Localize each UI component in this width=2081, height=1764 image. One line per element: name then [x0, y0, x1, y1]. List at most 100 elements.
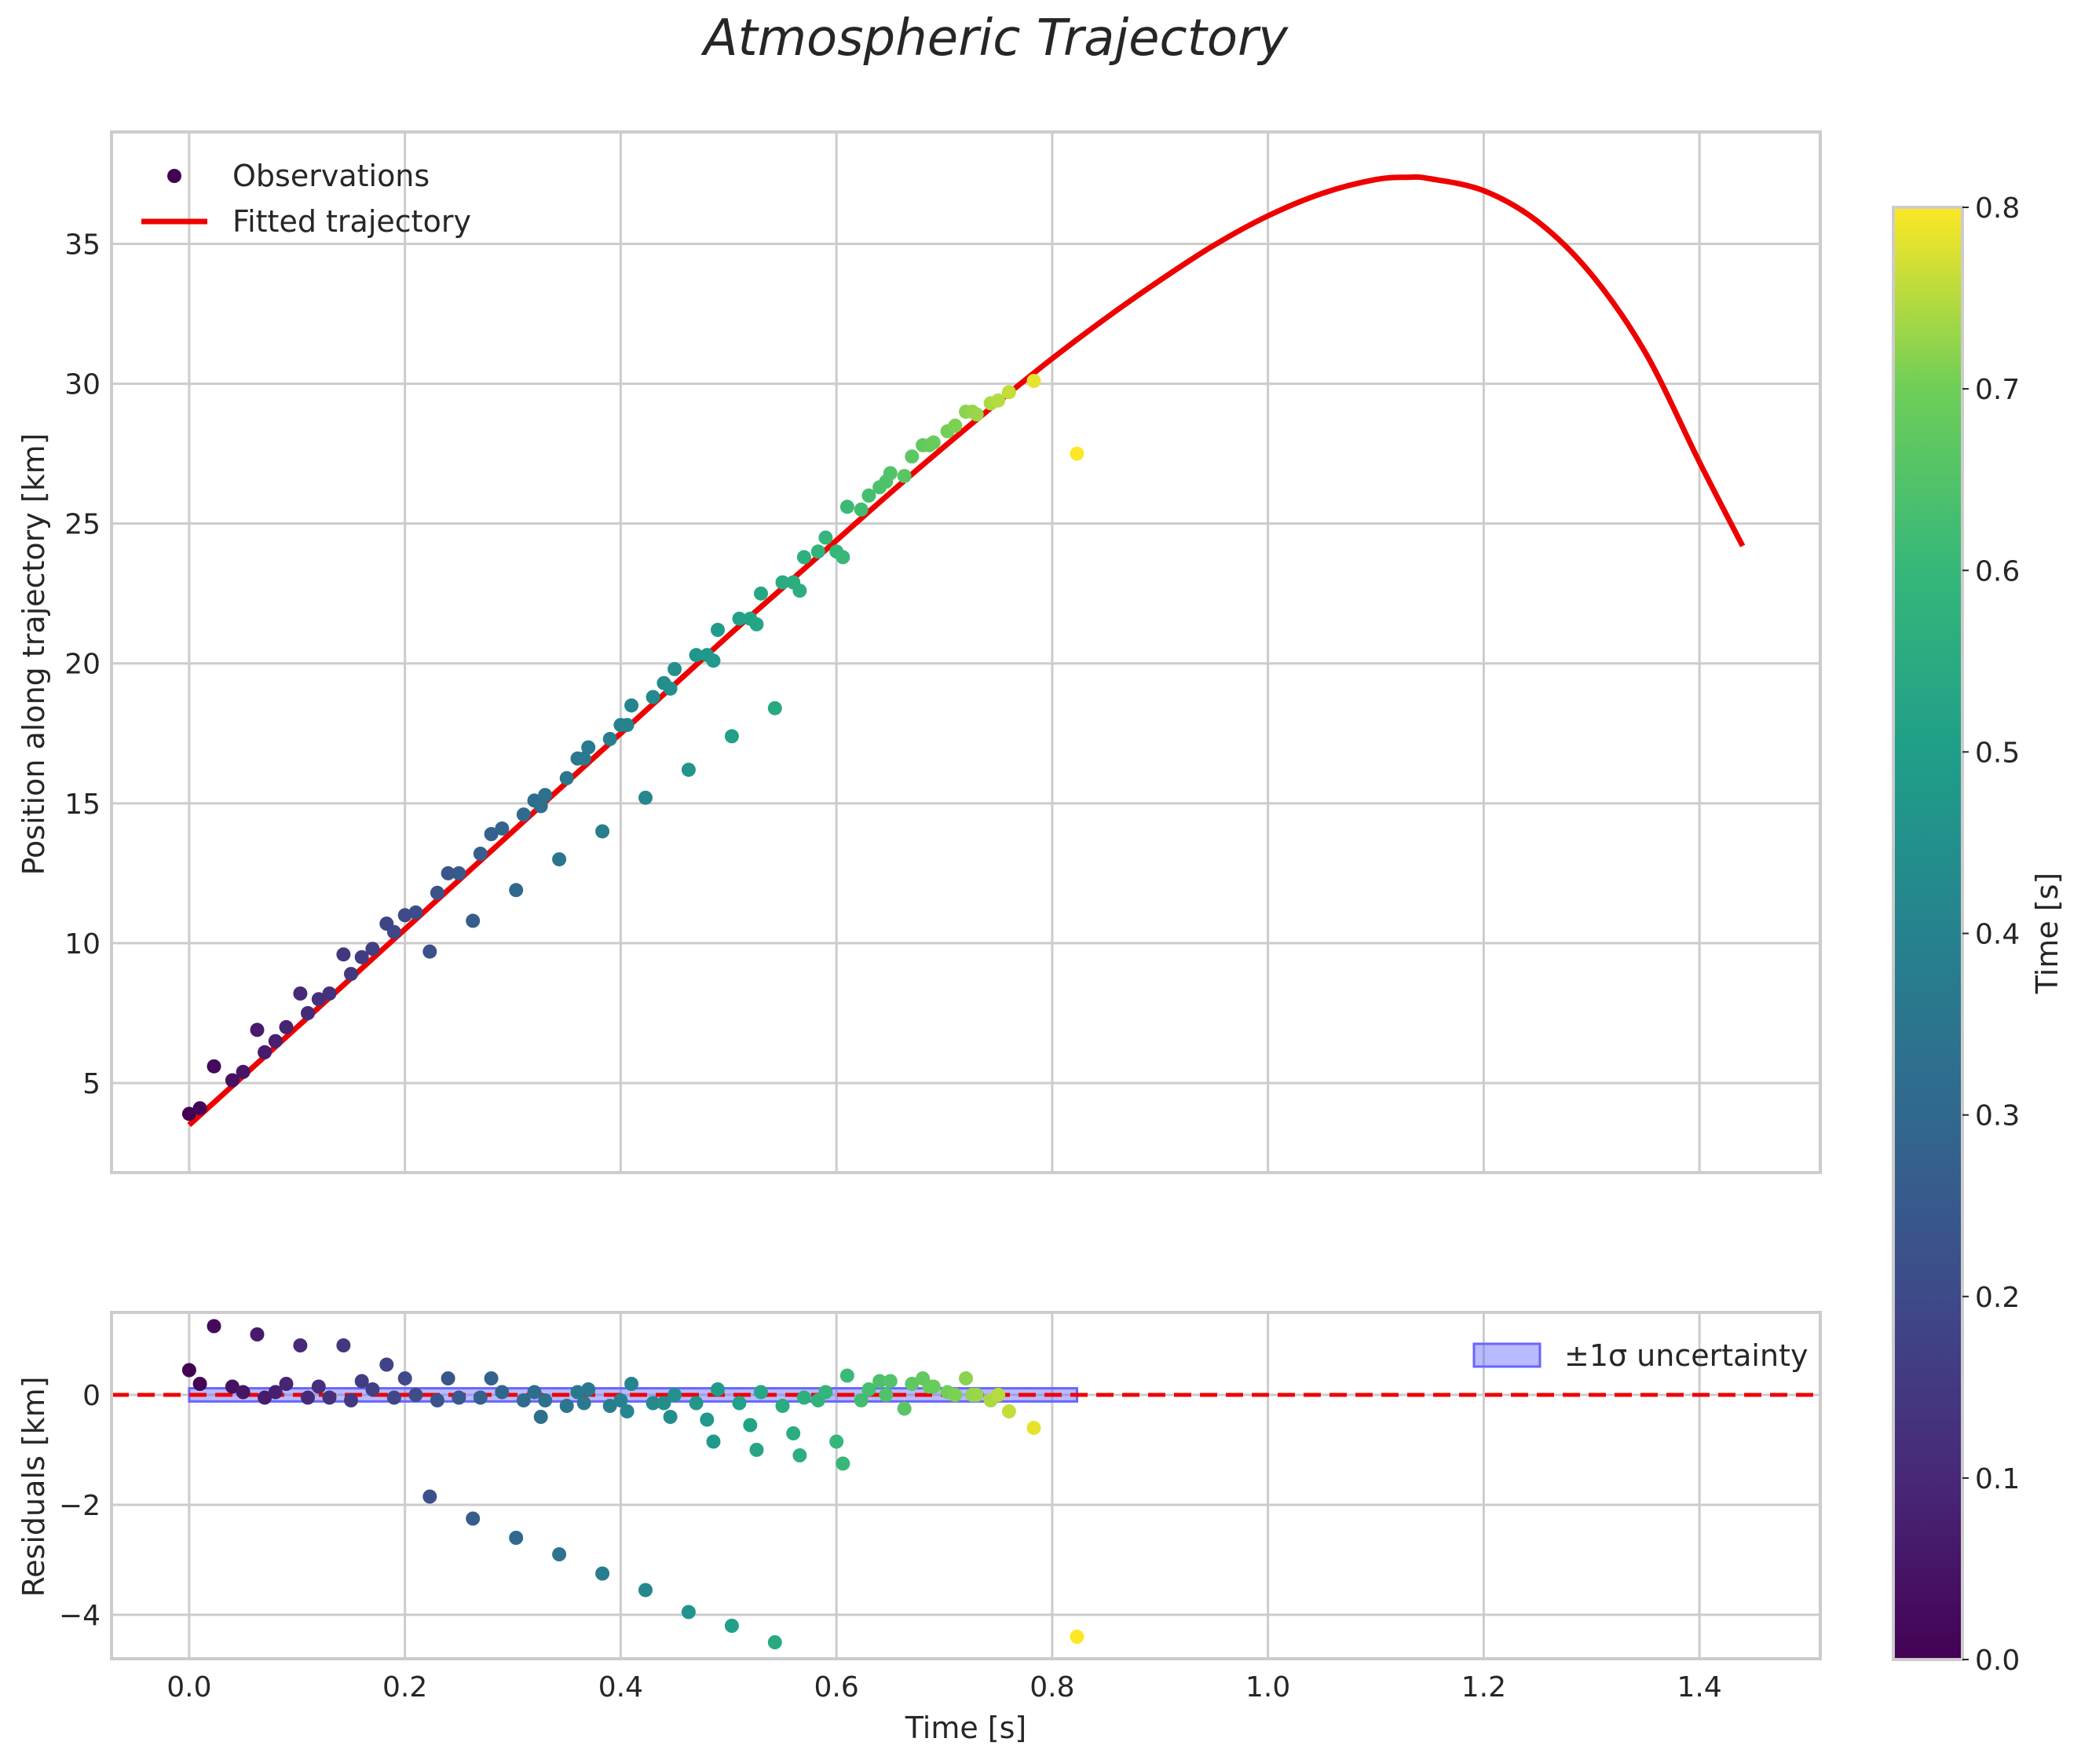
observation-point: [667, 661, 682, 676]
residual-point: [836, 1456, 850, 1471]
top-y-axis-label: Position along trajectory [km]: [16, 433, 51, 875]
residual-point: [408, 1388, 423, 1402]
residual-point: [386, 1390, 401, 1405]
observation-point: [386, 924, 401, 939]
observation-point: [810, 544, 825, 559]
observation-point: [466, 913, 481, 928]
residual-point: [576, 1396, 591, 1411]
colorbar-gradient: [1892, 206, 1964, 1661]
residual-point: [792, 1448, 807, 1462]
residual-point: [749, 1443, 764, 1457]
residual-point: [706, 1434, 721, 1449]
observation-point: [516, 807, 531, 822]
residual-point: [786, 1426, 801, 1440]
top-y-tick-label: 5: [82, 1068, 101, 1100]
residual-point: [775, 1399, 790, 1413]
residual-point: [724, 1619, 739, 1633]
observation-point: [422, 944, 437, 959]
residual-point: [829, 1434, 844, 1449]
bottom-plot-frame: [110, 1311, 1822, 1660]
colorbar-tick-labels: 0.0 0.1 0.2 0.3 0.4 0.5 0.6 0.7 0.8: [1962, 192, 2020, 1677]
bottom-y-tick-label: 0: [82, 1380, 101, 1412]
observation-point: [732, 611, 747, 626]
bottom-y-tick-label: −4: [59, 1600, 101, 1632]
observation-point: [181, 1107, 196, 1122]
residual-point: [818, 1385, 833, 1400]
observation-points: [181, 374, 1084, 1122]
observation-point: [279, 1019, 294, 1034]
residual-point: [495, 1385, 510, 1400]
observation-point: [689, 648, 704, 663]
x-tick-label: 0.2: [382, 1671, 427, 1704]
observation-point: [836, 550, 850, 565]
observation-point: [576, 751, 591, 766]
residual-point: [293, 1338, 308, 1352]
residual-point: [301, 1390, 315, 1405]
observation-point: [969, 407, 984, 422]
observation-point: [663, 681, 678, 696]
residual-point: [948, 1388, 963, 1402]
observation-point: [749, 617, 764, 631]
colorbar-tick-label: 0.6: [1975, 555, 2020, 587]
residual-point: [638, 1583, 653, 1597]
observation-point: [397, 908, 412, 923]
observation-point: [854, 502, 869, 517]
residual-point: [1026, 1421, 1041, 1435]
top-panel: 5 10 15 20 25 30 35 Position along trajectory …: [16, 130, 1822, 1174]
observation-point: [706, 653, 721, 668]
fitted-trajectory-layer: [187, 174, 1746, 1128]
residual-point: [581, 1382, 596, 1396]
residual-point: [559, 1399, 574, 1413]
x-axis-label: Time [s]: [905, 1711, 1027, 1745]
residual-point: [656, 1396, 671, 1411]
top-y-tick-labels: 5 10 15 20 25 30 35: [64, 229, 101, 1100]
residual-point: [533, 1410, 548, 1424]
top-y-tick-label: 10: [64, 928, 101, 961]
observation-point: [581, 740, 596, 755]
residual-point: [854, 1393, 869, 1407]
observation-point: [538, 788, 553, 803]
top-legend: Observations Fitted trajectory: [141, 159, 471, 239]
x-tick-label: 0.8: [1030, 1671, 1074, 1704]
observation-point: [775, 575, 790, 590]
residual-point: [646, 1396, 660, 1411]
observation-point: [897, 469, 912, 484]
residual-point: [883, 1374, 898, 1389]
residual-point: [991, 1388, 1006, 1402]
residual-point: [311, 1379, 326, 1394]
legend-uncertainty-label: ±1σ uncertainty: [1564, 1338, 1808, 1373]
observation-point: [1070, 446, 1084, 461]
observation-point: [883, 466, 898, 481]
x-tick-label: 0.6: [814, 1671, 859, 1704]
observation-point: [365, 942, 380, 957]
observation-point: [595, 824, 610, 839]
observation-point: [620, 718, 635, 733]
legend-uncertainty-patch: [1472, 1342, 1542, 1368]
residual-point: [872, 1374, 887, 1389]
residual-point: [354, 1374, 369, 1389]
top-y-tick-label: 20: [64, 649, 101, 681]
residual-point: [767, 1635, 782, 1649]
residual-point: [926, 1379, 941, 1394]
x-tick-label: 1.4: [1677, 1671, 1722, 1704]
colorbar-label: Time [s]: [2030, 873, 2065, 995]
residual-point: [250, 1327, 265, 1341]
residual-point: [225, 1379, 240, 1394]
bottom-y-tick-labels: −4 −2 0: [59, 1380, 101, 1632]
residual-point: [365, 1382, 380, 1396]
observation-point: [796, 550, 811, 565]
observation-point: [533, 799, 548, 814]
residual-point: [595, 1566, 610, 1581]
observation-point: [602, 731, 617, 746]
residual-point: [258, 1390, 272, 1405]
residual-point: [484, 1371, 499, 1385]
residual-point: [839, 1368, 854, 1383]
x-tick-label: 0.4: [598, 1671, 643, 1704]
top-y-tick-label: 25: [64, 509, 101, 541]
observation-point: [293, 986, 308, 1001]
colorbar-tick-label: 0.7: [1975, 374, 2020, 406]
colorbar-tick-label: 0.2: [1975, 1282, 2020, 1314]
observation-point: [638, 790, 653, 805]
residual-point: [344, 1393, 358, 1407]
